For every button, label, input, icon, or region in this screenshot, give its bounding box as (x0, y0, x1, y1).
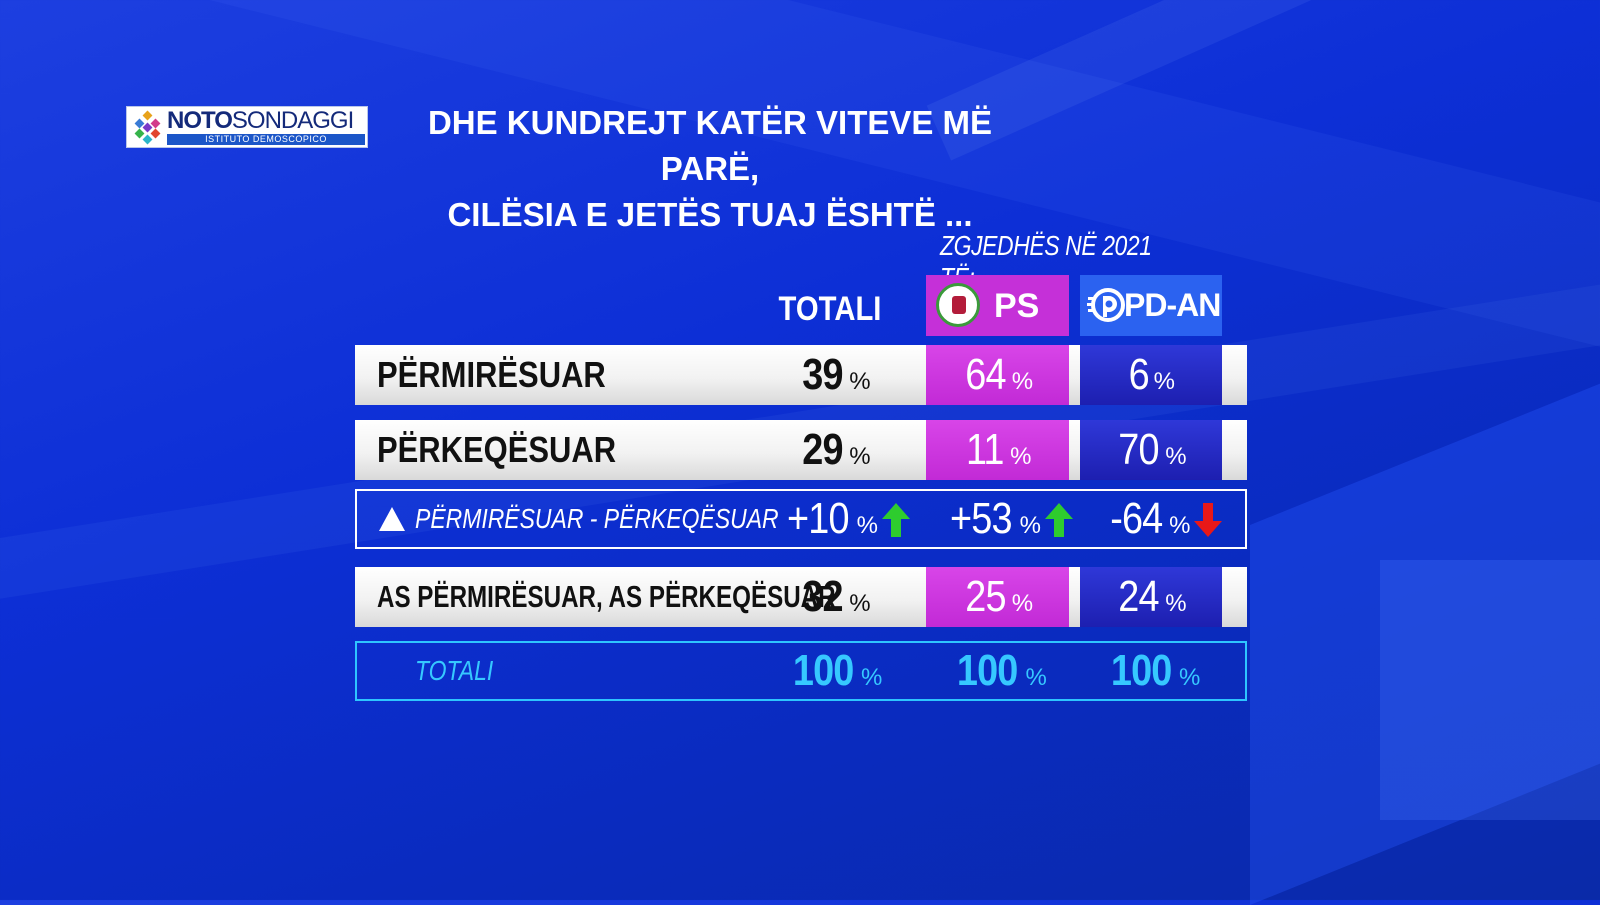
percent-sign: % (1011, 590, 1034, 617)
pd-value: -64 (1109, 494, 1163, 543)
ps-value: 11 (966, 425, 1005, 474)
table-row: PËRKEQËSUAR 29% 11% 70% (355, 420, 1247, 480)
pd-value: 100 (1110, 646, 1172, 695)
background-block (1380, 560, 1600, 820)
total-value: 39 (802, 350, 844, 399)
total-value-cell: 32% (775, 567, 895, 627)
arrow-up-icon (881, 503, 910, 537)
delta-triangle-icon (379, 507, 405, 531)
percent-sign: % (849, 443, 871, 470)
percent-sign: % (1169, 512, 1191, 539)
column-header-ps: PS (926, 275, 1069, 336)
arrow-down-icon (1194, 503, 1223, 537)
ps-value-cell: 64% (926, 345, 1069, 405)
percent-sign: % (1011, 368, 1034, 395)
pd-value: 24 (1118, 572, 1160, 621)
total-value-cell: 29% (775, 420, 895, 480)
percent-sign: % (1165, 590, 1187, 617)
pd-value-cell: 70% (1080, 420, 1222, 480)
logo-wordmark: NOTOSONDAGGI (167, 107, 354, 134)
table-row-difference: PËRMIRËSUAR - PËRKEQËSUAR +10% +53% -64% (355, 489, 1247, 549)
total-value-cell: 100% (775, 643, 895, 699)
column-header-pd: PD-AN (1080, 275, 1222, 336)
ps-value: +53 (950, 494, 1012, 543)
ps-party-logo-icon (936, 283, 980, 327)
title-line-2: CILËSIA E JETËS TUAJ ËSHTË ... (447, 196, 973, 233)
percent-sign: % (1010, 443, 1032, 470)
table-row: PËRMIRËSUAR 39% 64% 6% (355, 345, 1247, 405)
row-label: AS PËRMIRËSUAR, AS PËRKEQËSUAR (377, 579, 836, 614)
noto-sondaggi-logo: NOTOSONDAGGI ISTITUTO DEMOSCOPICO (126, 106, 368, 148)
percent-sign: % (1025, 664, 1047, 691)
row-label: PËRMIRËSUAR - PËRKEQËSUAR (415, 503, 779, 534)
percent-sign: % (1019, 512, 1041, 539)
row-label: PËRMIRËSUAR (377, 354, 606, 395)
chart-title: DHE KUNDREJT KATËR VITEVE MË PARË, CILËS… (390, 100, 1030, 238)
arrow-up-icon (1044, 503, 1073, 537)
logo-tagline: ISTITUTO DEMOSCOPICO (167, 134, 365, 145)
percent-sign: % (861, 664, 883, 691)
pd-value-cell: 24% (1080, 567, 1222, 627)
ps-value: 100 (957, 646, 1018, 695)
total-value: 100 (792, 646, 854, 695)
percent-sign: % (1153, 368, 1175, 395)
total-value-cell: 39% (775, 345, 895, 405)
pd-value-cell: 100% (1082, 643, 1224, 699)
pd-value: 70 (1118, 425, 1160, 474)
total-value: 29 (802, 425, 844, 474)
ps-value: 25 (965, 572, 1006, 621)
total-value-cell: +10% (772, 491, 922, 547)
percent-sign: % (856, 512, 878, 539)
pd-party-logo-icon (1087, 288, 1125, 322)
pd-label: PD-AN (1124, 287, 1221, 323)
percent-sign: % (849, 590, 871, 617)
pd-value: 6 (1128, 350, 1150, 399)
column-header-total: TOTALI (778, 290, 882, 328)
ps-label: PS (994, 287, 1040, 325)
ps-value-cell: 100% (928, 643, 1071, 699)
logo-mark-icon (131, 110, 165, 145)
percent-sign: % (849, 368, 871, 395)
pd-value-cell: 6% (1080, 345, 1222, 405)
percent-sign: % (1179, 664, 1201, 691)
background-block (1250, 314, 1600, 905)
ps-value-cell: 11% (926, 420, 1069, 480)
table-row-total: TOTALI 100% 100% 100% (355, 641, 1247, 701)
table-row: AS PËRMIRËSUAR, AS PËRKEQËSUAR 32% 25% 2… (355, 567, 1247, 627)
percent-sign: % (1165, 443, 1187, 470)
background-stripe (0, 208, 1600, 612)
ps-value: 64 (965, 350, 1006, 399)
row-label: PËRKEQËSUAR (377, 429, 617, 470)
ps-value-cell: +53% (930, 491, 1090, 547)
total-value: 32 (802, 572, 844, 621)
pd-value-cell: -64% (1085, 491, 1245, 547)
ps-value-cell: 25% (926, 567, 1069, 627)
row-label: TOTALI (415, 655, 494, 686)
total-value: +10 (787, 494, 849, 543)
title-line-1: DHE KUNDREJT KATËR VITEVE MË PARË, (427, 104, 993, 187)
